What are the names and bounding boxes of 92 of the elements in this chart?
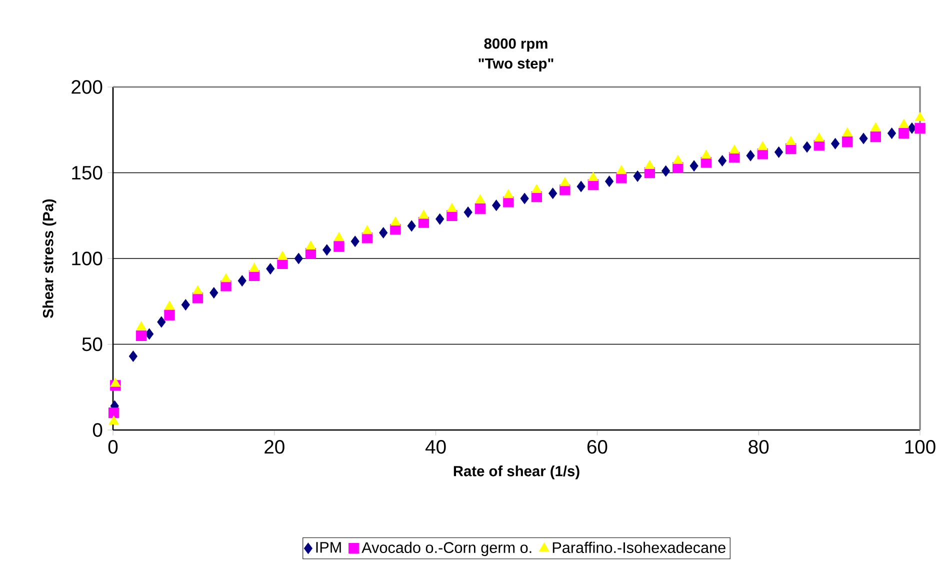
point [560, 177, 570, 186]
point [464, 206, 472, 218]
point [746, 150, 755, 162]
point [220, 273, 232, 282]
point [672, 154, 684, 164]
point [831, 138, 840, 150]
point [266, 263, 275, 274]
point [164, 300, 175, 310]
point [128, 350, 138, 362]
point [616, 165, 627, 174]
point [718, 155, 727, 166]
point [210, 287, 218, 298]
point [294, 252, 303, 264]
point [842, 127, 852, 136]
point [379, 227, 388, 238]
point [814, 132, 824, 142]
point [774, 146, 784, 158]
point [870, 122, 881, 132]
point [192, 285, 203, 294]
legend-label: IPM [316, 542, 341, 553]
point [436, 213, 444, 225]
point [108, 416, 119, 424]
point [277, 250, 288, 260]
point [757, 148, 768, 160]
point [407, 220, 416, 232]
point [238, 275, 246, 286]
point [729, 144, 740, 154]
chart-subtitle: "Two step" [478, 58, 554, 72]
point [334, 232, 344, 241]
point [220, 280, 232, 292]
point [532, 184, 542, 193]
point [914, 112, 926, 121]
point [690, 160, 698, 172]
point [887, 128, 896, 139]
point [605, 176, 614, 187]
x-tick-label: 20 [264, 440, 284, 454]
x-axis-title: Rate of shear (1/s) [454, 466, 580, 480]
point [334, 241, 344, 252]
x-tick-label: 0 [108, 440, 118, 454]
y-axis-title: Shear stress (Pa) [42, 199, 56, 318]
point [503, 189, 514, 198]
point [520, 192, 529, 204]
point [362, 225, 372, 234]
point [306, 240, 316, 250]
point [662, 165, 670, 177]
point [802, 141, 812, 153]
point [136, 321, 146, 330]
point [475, 194, 486, 204]
point [560, 184, 570, 196]
point [644, 160, 655, 169]
point [492, 200, 501, 211]
point [110, 378, 121, 387]
point [418, 210, 429, 219]
point [249, 262, 260, 272]
point [859, 132, 868, 144]
point [503, 196, 514, 208]
legend-label: Avocado o.-Corn germ o. [362, 542, 532, 556]
point [164, 310, 175, 320]
point [842, 136, 853, 148]
point [145, 328, 154, 340]
y-tick-label: 0 [92, 423, 102, 437]
y-tick-label: 100 [72, 252, 102, 266]
point [633, 170, 642, 182]
point [322, 244, 332, 256]
point [548, 188, 558, 199]
point [136, 330, 147, 342]
x-tick-label: 100 [905, 440, 936, 454]
point [108, 408, 120, 418]
y-tick-label: 50 [82, 337, 102, 352]
point [588, 172, 598, 181]
point [758, 141, 768, 150]
point [446, 202, 458, 212]
x-tick-label: 60 [587, 440, 608, 454]
point [870, 131, 881, 142]
y-tick-label: 200 [72, 80, 102, 94]
point [898, 118, 909, 128]
point [350, 236, 360, 247]
x-tick-label: 80 [748, 440, 769, 454]
chart-title: 8000 rpm [484, 38, 548, 52]
legend-label: Paraffino.-Isohexadecane [552, 542, 726, 554]
x-tick-label: 40 [425, 440, 446, 454]
point [390, 216, 401, 226]
point [616, 172, 627, 184]
point [157, 316, 166, 328]
point [914, 122, 926, 134]
y-tick-label: 150 [72, 166, 102, 180]
point [181, 299, 190, 310]
point [786, 136, 796, 145]
point [576, 180, 586, 192]
point [474, 203, 486, 214]
point [701, 150, 712, 159]
point [898, 128, 910, 139]
